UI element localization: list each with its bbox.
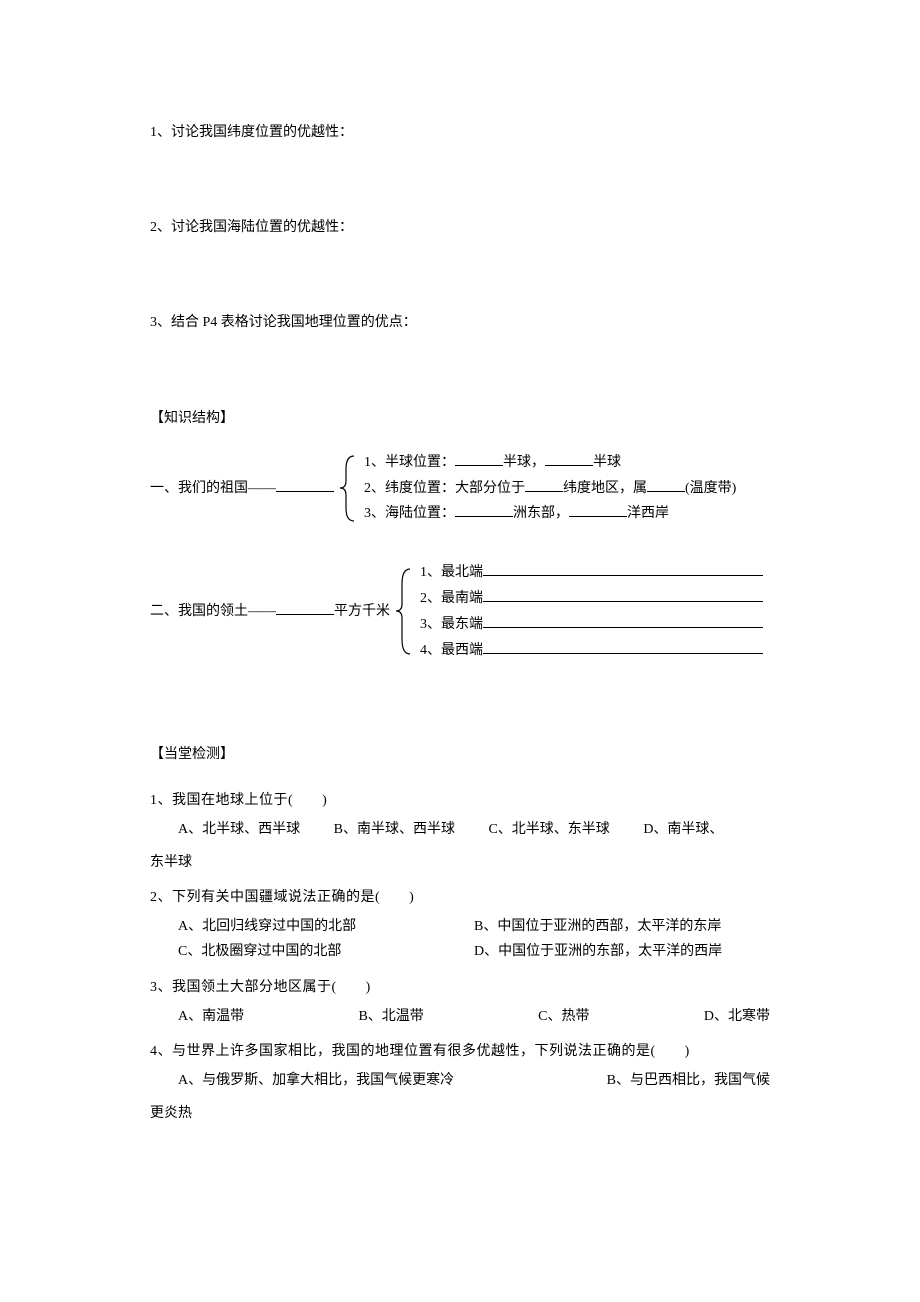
- text: 3、最东端: [420, 617, 483, 632]
- text: 2、最南端: [420, 591, 483, 606]
- blank[interactable]: [545, 465, 593, 466]
- structure-section: 一、我们的祖国—— 1、半球位置： 半球， 半球 2、纬度位置：大部分位于 纬度地区，…: [150, 451, 770, 663]
- q4-optB: B、与巴西相比，我国气候: [607, 1068, 770, 1093]
- quiz-q3: 3、我国领土大部分地区属于( ): [150, 975, 770, 1000]
- discussion-q3: 3、结合 P4 表格讨论我国地理位置的优点：: [150, 310, 770, 335]
- text: 2、纬度位置：大部分位于: [364, 481, 525, 496]
- blank[interactable]: [455, 465, 503, 466]
- q2-optD: D、中国位于亚洲的东部，太平洋的西岸: [474, 939, 770, 964]
- q3-optD: D、北寒带: [704, 1004, 770, 1029]
- blank[interactable]: [483, 601, 763, 602]
- quiz-q4-options: A、与俄罗斯、加拿大相比，我国气候更寒冷 B、与巴西相比，我国气候: [150, 1068, 770, 1093]
- text: 1、半球位置：: [364, 455, 455, 470]
- blank[interactable]: [483, 653, 763, 654]
- item-2-4: 4、最西端: [420, 639, 763, 663]
- structure-row-2: 二、我国的领土—— 平方千米 1、最北端 2、最南端 3、最东端 4、最西端: [150, 561, 770, 662]
- blank[interactable]: [483, 575, 763, 576]
- q3-optC: C、热带: [538, 1004, 589, 1029]
- item-2-3: 3、最东端: [420, 613, 763, 637]
- text: 纬度地区，属: [563, 481, 647, 496]
- item-1-1: 1、半球位置： 半球， 半球: [364, 451, 736, 475]
- text: 4、最西端: [420, 643, 483, 658]
- quiz-q1: 1、我国在地球上位于( ): [150, 788, 770, 813]
- knowledge-structure-title: 【知识结构】: [150, 406, 770, 431]
- quiz-title: 【当堂检测】: [150, 742, 770, 767]
- blank[interactable]: [455, 516, 513, 517]
- q1-optC: C、北半球、东半球: [488, 822, 609, 837]
- quiz-q2: 2、下列有关中国疆域说法正确的是( ): [150, 885, 770, 910]
- blank[interactable]: [647, 491, 685, 492]
- text: 平方千米: [334, 604, 390, 619]
- item-1-3: 3、海陆位置： 洲东部， 洋西岸: [364, 502, 736, 526]
- item-2-2: 2、最南端: [420, 587, 763, 611]
- structure-row-1: 一、我们的祖国—— 1、半球位置： 半球， 半球 2、纬度位置：大部分位于 纬度地区，…: [150, 451, 770, 526]
- q1-optA: A、北半球、西半球: [178, 822, 300, 837]
- text: 半球，: [503, 455, 545, 470]
- quiz-q2-options: A、北回归线穿过中国的北部 B、中国位于亚洲的西部，太平洋的东岸 C、北极圈穿过…: [150, 914, 770, 964]
- text: 二、我国的领土——: [150, 604, 276, 619]
- structure-label-1: 一、我们的祖国——: [150, 476, 334, 501]
- blank[interactable]: [276, 491, 334, 492]
- blank[interactable]: [276, 614, 334, 615]
- q1-optD: D、南半球、: [643, 822, 723, 837]
- q1-optD-wrap: 东半球: [150, 850, 770, 875]
- text: 1、最北端: [420, 565, 483, 580]
- q3-optB: B、北温带: [358, 1004, 423, 1029]
- q4-optA: A、与俄罗斯、加拿大相比，我国气候更寒冷: [178, 1073, 454, 1088]
- q4-optB-wrap: 更炎热: [150, 1101, 770, 1126]
- quiz-q1-options: A、北半球、西半球 B、南半球、西半球 C、北半球、东半球 D、南半球、: [150, 817, 770, 842]
- item-1-2: 2、纬度位置：大部分位于 纬度地区，属 (温度带): [364, 477, 736, 501]
- text: 3、海陆位置：: [364, 506, 455, 521]
- q2-optC: C、北极圈穿过中国的北部: [178, 939, 474, 964]
- q3-optA: A、南温带: [178, 1004, 244, 1029]
- q1-optB: B、南半球、西半球: [334, 822, 455, 837]
- brace-icon: [334, 451, 364, 526]
- text: 半球: [593, 455, 621, 470]
- blank[interactable]: [483, 627, 763, 628]
- discussion-q1: 1、讨论我国纬度位置的优越性：: [150, 120, 770, 145]
- text: 洲东部，: [513, 506, 569, 521]
- item-2-1: 1、最北端: [420, 561, 763, 585]
- discussion-q2: 2、讨论我国海陆位置的优越性：: [150, 215, 770, 240]
- q2-optA: A、北回归线穿过中国的北部: [178, 914, 474, 939]
- structure-items-1: 1、半球位置： 半球， 半球 2、纬度位置：大部分位于 纬度地区，属 (温度带) 3、海…: [364, 451, 736, 526]
- blank[interactable]: [525, 491, 563, 492]
- structure-items-2: 1、最北端 2、最南端 3、最东端 4、最西端: [420, 561, 763, 662]
- text: (温度带): [685, 481, 736, 496]
- blank[interactable]: [569, 516, 627, 517]
- quiz-q3-options: A、南温带 B、北温带 C、热带 D、北寒带: [150, 1004, 770, 1029]
- brace-icon: [390, 564, 420, 659]
- structure-label-2: 二、我国的领土—— 平方千米: [150, 599, 390, 624]
- text: 洋西岸: [627, 506, 669, 521]
- label-text: 一、我们的祖国——: [150, 481, 276, 496]
- quiz-q4: 4、与世界上许多国家相比，我国的地理位置有很多优越性，下列说法正确的是( ): [150, 1039, 770, 1064]
- q2-optB: B、中国位于亚洲的西部，太平洋的东岸: [474, 914, 770, 939]
